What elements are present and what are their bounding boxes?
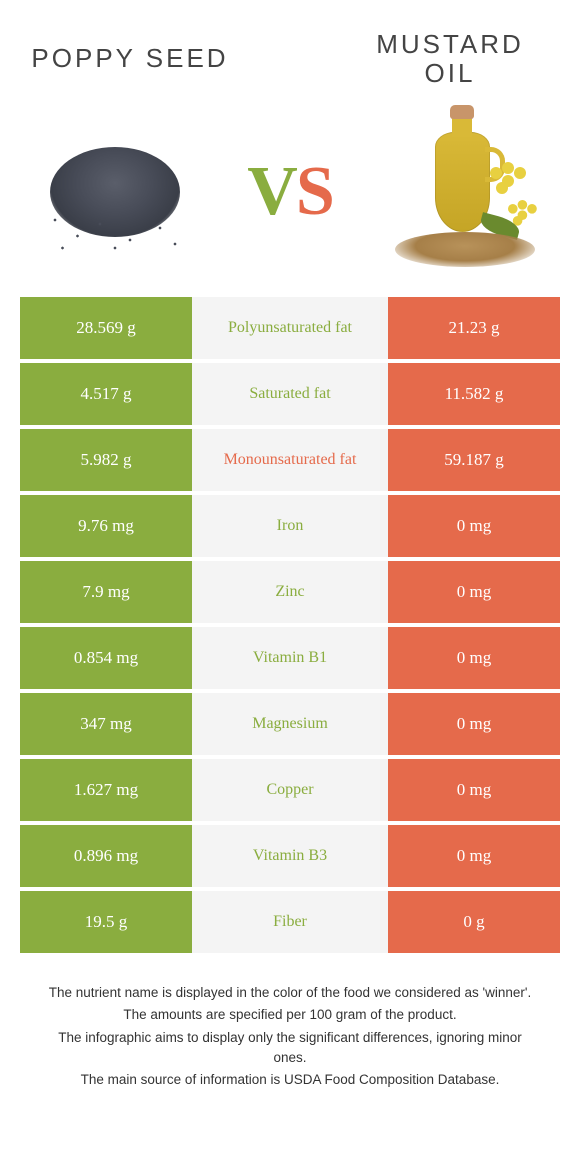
- comparison-table: 28.569 gPolyunsaturated fat21.23 g4.517 …: [20, 297, 560, 953]
- left-value-cell: 4.517 g: [20, 363, 192, 425]
- table-row: 4.517 gSaturated fat11.582 g: [20, 363, 560, 425]
- table-row: 0.854 mgVitamin B10 mg: [20, 627, 560, 689]
- footnotes: The nutrient name is displayed in the co…: [40, 983, 540, 1090]
- mustard-oil-image: [380, 107, 550, 277]
- right-value-cell: 59.187 g: [388, 429, 560, 491]
- footnote-line: The nutrient name is displayed in the co…: [40, 983, 540, 1003]
- right-value-cell: 0 mg: [388, 825, 560, 887]
- table-row: 7.9 mgZinc0 mg: [20, 561, 560, 623]
- left-value-cell: 1.627 mg: [20, 759, 192, 821]
- left-value-cell: 0.896 mg: [20, 825, 192, 887]
- right-value-cell: 0 mg: [388, 561, 560, 623]
- left-value-cell: 347 mg: [20, 693, 192, 755]
- footnote-line: The main source of information is USDA F…: [40, 1070, 540, 1090]
- right-value-cell: 0 g: [388, 891, 560, 953]
- nutrient-name-cell: Monounsaturated fat: [192, 429, 388, 491]
- nutrient-name-cell: Polyunsaturated fat: [192, 297, 388, 359]
- nutrient-name-cell: Fiber: [192, 891, 388, 953]
- table-row: 1.627 mgCopper0 mg: [20, 759, 560, 821]
- nutrient-name-cell: Vitamin B1: [192, 627, 388, 689]
- right-value-cell: 0 mg: [388, 627, 560, 689]
- nutrient-name-cell: Iron: [192, 495, 388, 557]
- right-value-cell: 21.23 g: [388, 297, 560, 359]
- nutrient-name-cell: Zinc: [192, 561, 388, 623]
- left-value-cell: 9.76 mg: [20, 495, 192, 557]
- left-value-cell: 19.5 g: [20, 891, 192, 953]
- right-value-cell: 0 mg: [388, 759, 560, 821]
- left-value-cell: 7.9 mg: [20, 561, 192, 623]
- footnote-line: The infographic aims to display only the…: [40, 1028, 540, 1069]
- left-value-cell: 28.569 g: [20, 297, 192, 359]
- mustard-oil-title: MUSTARD OIL: [350, 30, 550, 87]
- vs-label: VS: [247, 152, 333, 232]
- table-row: 5.982 gMonounsaturated fat59.187 g: [20, 429, 560, 491]
- nutrient-name-cell: Vitamin B3: [192, 825, 388, 887]
- table-row: 0.896 mgVitamin B30 mg: [20, 825, 560, 887]
- poppy-seed-title: POPPY SEED: [30, 44, 230, 73]
- nutrient-name-cell: Copper: [192, 759, 388, 821]
- images-row: VS: [0, 97, 580, 297]
- right-value-cell: 0 mg: [388, 495, 560, 557]
- footnote-line: The amounts are specified per 100 gram o…: [40, 1005, 540, 1025]
- left-value-cell: 0.854 mg: [20, 627, 192, 689]
- infographic-container: POPPY SEED MUSTARD OIL VS: [0, 0, 580, 1090]
- table-row: 28.569 gPolyunsaturated fat21.23 g: [20, 297, 560, 359]
- title-row: POPPY SEED MUSTARD OIL: [0, 0, 580, 97]
- nutrient-name-cell: Saturated fat: [192, 363, 388, 425]
- table-row: 347 mgMagnesium0 mg: [20, 693, 560, 755]
- right-value-cell: 11.582 g: [388, 363, 560, 425]
- table-row: 9.76 mgIron0 mg: [20, 495, 560, 557]
- left-food-title: POPPY SEED: [30, 44, 230, 73]
- left-value-cell: 5.982 g: [20, 429, 192, 491]
- right-food-title: MUSTARD OIL: [350, 30, 550, 87]
- right-value-cell: 0 mg: [388, 693, 560, 755]
- table-row: 19.5 gFiber0 g: [20, 891, 560, 953]
- poppy-seed-image: [30, 107, 200, 277]
- nutrient-name-cell: Magnesium: [192, 693, 388, 755]
